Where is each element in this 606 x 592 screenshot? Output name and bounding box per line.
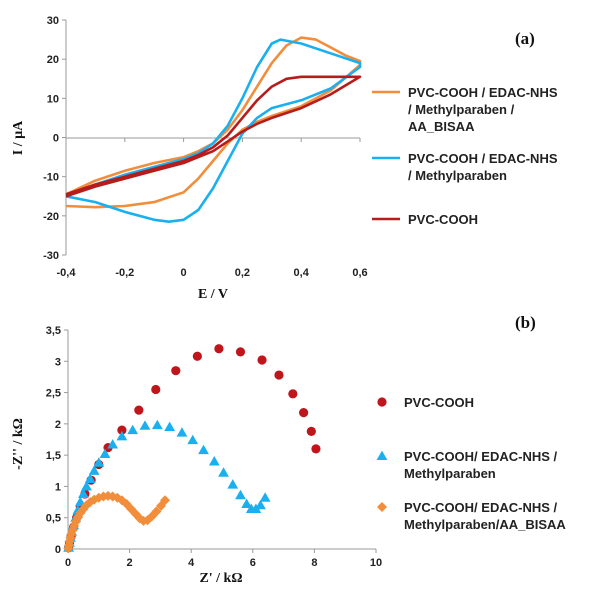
nyquist-point-series-0 xyxy=(235,347,246,357)
nyquist-point-series-2 xyxy=(160,495,171,506)
panel-a-axes: -30 -20 -10 0 10 20 30 -0,4 -0,2 0 0,2 0,4 0,6 xyxy=(43,15,368,279)
nyquist-point-series-0 xyxy=(171,366,181,376)
nyquist-point-series-1 xyxy=(208,456,220,466)
nyquist-point-series-0 xyxy=(192,351,202,361)
nyquist-point-series-1 xyxy=(235,489,246,500)
nyquist-point-series-2 xyxy=(121,498,132,509)
panel-a-x-axis-label: E / V xyxy=(198,287,228,302)
legend-entry-text: / Methylparaben xyxy=(408,168,507,183)
legend-entry-text: PVC-COOH/ EDAC-NHS / xyxy=(404,449,558,464)
cv-curve-series-0 xyxy=(65,36,362,209)
nyquist-point-series-1 xyxy=(99,448,111,458)
panel-b-plot-area xyxy=(63,344,321,554)
nyquist-point-series-0 xyxy=(257,355,267,365)
nyquist-point-series-1 xyxy=(255,499,266,510)
nyquist-point-series-1 xyxy=(198,444,209,455)
x-tick-label: -0,4 xyxy=(57,267,77,279)
y-tick-label: 0 xyxy=(55,544,61,556)
nyquist-point-series-1 xyxy=(241,498,253,508)
legend-entry-text: / Methylparaben / xyxy=(408,102,515,117)
nyquist-point-series-1 xyxy=(259,492,271,502)
panel-b-label: (b) xyxy=(515,313,536,332)
x-tick-label: 4 xyxy=(188,557,195,569)
y-tick-label: 30 xyxy=(47,15,59,27)
legend-marker-swatch xyxy=(376,450,388,461)
nyquist-point-series-1 xyxy=(116,430,128,441)
nyquist-point-series-0 xyxy=(288,389,298,399)
panel-a-cv-chart: (a) -30 -20 -10 0 10 20 30 -0,4 -0,2 0 0,2 0,4 0,6 E… xyxy=(11,15,558,302)
y-tick-label: -20 xyxy=(43,211,59,223)
y-tick-label: 20 xyxy=(47,54,59,66)
nyquist-point-series-1 xyxy=(164,421,176,432)
y-tick-label: -10 xyxy=(43,172,59,184)
nyquist-point-series-1 xyxy=(81,481,92,491)
legend-marker-swatch xyxy=(377,397,387,407)
nyquist-point-series-0 xyxy=(274,370,284,380)
panel-a-label: (a) xyxy=(515,29,535,48)
panel-b-nyquist-chart: (b) 0 0,5 1 1,5 2 2,5 3 3,5 0 2 4 6 8 10 Z' / kΩ -Z''… xyxy=(11,313,566,586)
panel-a-y-axis-label: I / µA xyxy=(11,120,26,155)
legend-entry-text: Methylparaben xyxy=(404,466,496,481)
legend-entry-text: PVC-COOH / EDAC-NHS xyxy=(408,85,558,100)
x-tick-label: 10 xyxy=(370,557,382,569)
x-tick-label: 2 xyxy=(127,557,133,569)
y-tick-label: 3 xyxy=(55,356,61,368)
legend-entry-text: AA_BISAA xyxy=(408,119,475,134)
legend-marker-swatch xyxy=(377,502,387,512)
panel-a-plot-area xyxy=(65,36,362,223)
nyquist-point-series-1 xyxy=(187,434,199,445)
x-tick-label: 8 xyxy=(311,557,317,569)
nyquist-point-series-0 xyxy=(214,344,224,354)
nyquist-point-series-0 xyxy=(134,405,144,415)
x-tick-label: 0,2 xyxy=(235,267,250,279)
x-tick-label: -0,2 xyxy=(115,267,134,279)
y-tick-label: 1,5 xyxy=(46,450,61,462)
nyquist-point-series-1 xyxy=(93,457,105,467)
nyquist-point-series-0 xyxy=(117,425,127,435)
nyquist-point-series-1 xyxy=(107,439,119,449)
legend-entry-text: Methylparaben/AA_BISAA xyxy=(404,517,566,532)
y-tick-label: -30 xyxy=(43,250,59,262)
nyquist-point-series-0 xyxy=(151,384,161,395)
cv-curve-series-1 xyxy=(65,38,362,223)
legend-entry-text: PVC-COOH xyxy=(404,395,474,410)
cv-curve-series-2 xyxy=(65,75,362,198)
legend-entry-text: PVC-COOH xyxy=(408,212,478,227)
nyquist-point-series-1 xyxy=(127,424,139,435)
nyquist-point-series-1 xyxy=(176,427,188,437)
nyquist-point-series-1 xyxy=(139,420,151,430)
legend-entry-text: PVC-COOH/ EDAC-NHS / xyxy=(404,500,558,515)
y-tick-label: 2 xyxy=(55,419,61,431)
legend-entry-text: PVC-COOH / EDAC-NHS xyxy=(408,151,558,166)
nyquist-point-series-1 xyxy=(84,473,96,483)
nyquist-point-series-2 xyxy=(146,511,157,522)
x-tick-label: 0,4 xyxy=(294,267,310,279)
x-tick-label: 0,6 xyxy=(352,267,367,279)
nyquist-point-series-1 xyxy=(88,465,100,475)
nyquist-point-series-2 xyxy=(151,506,162,517)
nyquist-point-series-0 xyxy=(299,407,309,418)
nyquist-point-series-1 xyxy=(218,467,229,477)
y-tick-label: 1 xyxy=(55,481,61,493)
y-tick-label: 0 xyxy=(53,133,59,145)
nyquist-point-series-1 xyxy=(151,419,163,430)
x-tick-label: 0 xyxy=(65,557,71,569)
nyquist-point-series-1 xyxy=(227,479,239,489)
nyquist-point-series-0 xyxy=(311,444,321,454)
y-tick-label: 10 xyxy=(47,93,59,105)
x-tick-label: 0 xyxy=(181,267,187,279)
x-tick-label: 6 xyxy=(250,557,256,569)
panel-a-legend: PVC-COOH / EDAC-NHS / Methylparaben / AA_B… xyxy=(372,85,558,227)
y-tick-label: 3,5 xyxy=(46,325,61,337)
panel-b-legend: PVC-COOH PVC-COOH/ EDAC-NHS / Methylparabe… xyxy=(376,395,566,532)
panel-b-x-axis-label: Z' / kΩ xyxy=(199,571,242,586)
panel-b-axes: 0 0,5 1 1,5 2 2,5 3 3,5 0 2 4 6 8 10 xyxy=(46,325,382,569)
nyquist-point-series-0 xyxy=(306,426,316,436)
y-tick-label: 0,5 xyxy=(46,513,61,525)
nyquist-point-series-1 xyxy=(78,488,89,498)
y-tick-label: 2,5 xyxy=(46,388,61,400)
panel-b-y-axis-label: -Z'' / kΩ xyxy=(11,418,26,470)
